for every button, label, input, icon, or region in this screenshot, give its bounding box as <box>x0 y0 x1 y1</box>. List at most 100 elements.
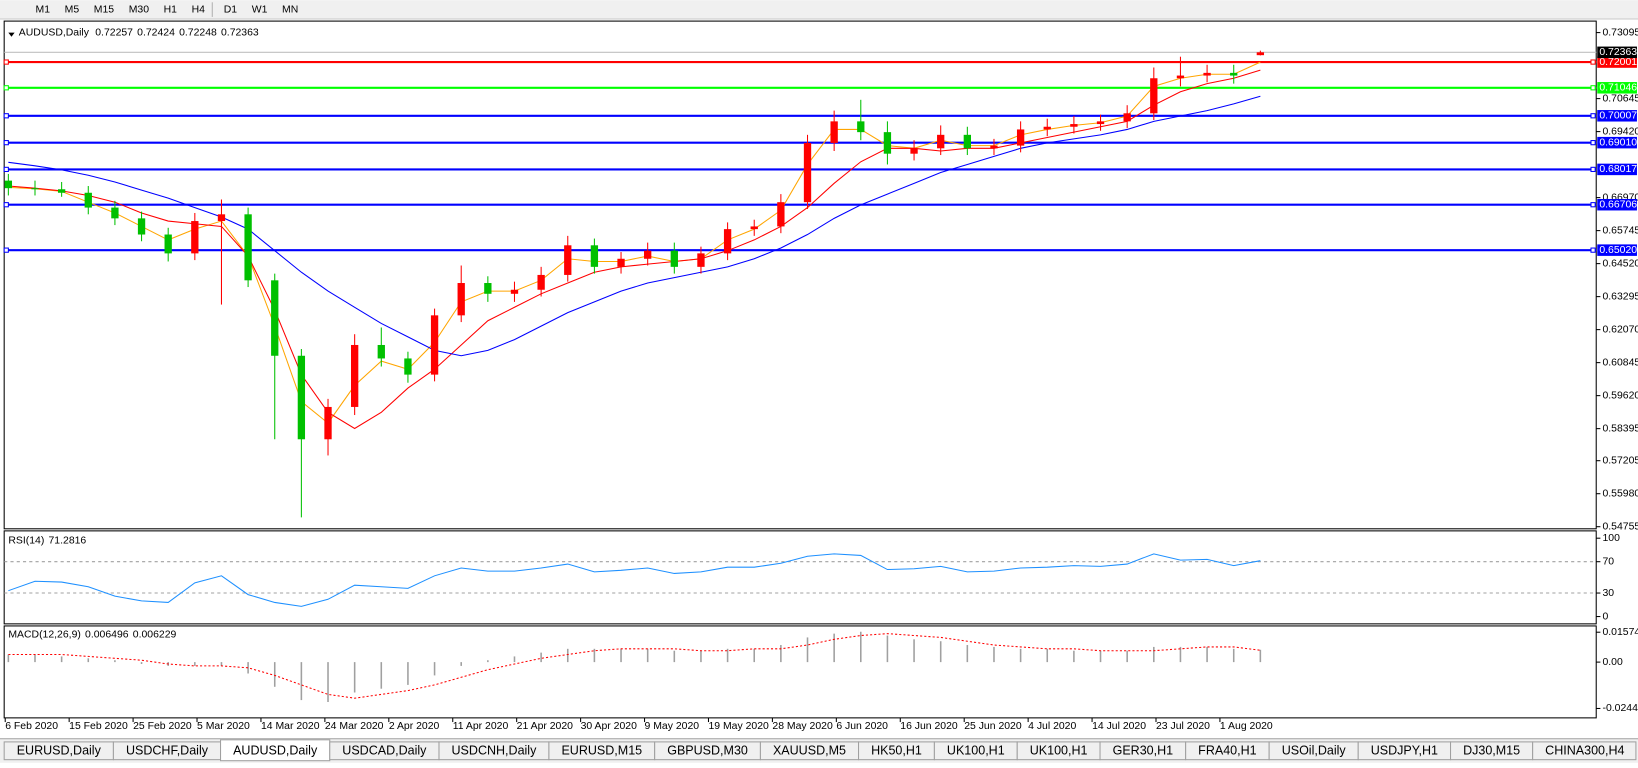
candle-body <box>217 214 226 222</box>
timeframe-button[interactable]: H1 <box>164 4 178 15</box>
tab-label[interactable]: DJ30,M15 <box>1463 744 1520 758</box>
y-tick-label: 0.69420 <box>1602 126 1638 137</box>
chart-tab[interactable]: EURUSD,M15 <box>548 741 656 761</box>
candle-body <box>1016 129 1025 146</box>
macd-tick-label: 0.00 <box>1602 657 1623 668</box>
candle-body <box>750 226 758 230</box>
level-label: 0.71046 <box>1599 83 1637 94</box>
timeframe-button[interactable]: H4 <box>192 4 206 15</box>
timeframe-button[interactable]: M30 <box>129 4 149 15</box>
candle-body <box>644 250 652 259</box>
x-tick-label: 14 Mar 2020 <box>261 721 320 732</box>
chart-tab[interactable]: CHINA300,H4 <box>1532 741 1637 761</box>
candle-body <box>990 145 998 149</box>
macd-main-value: 0.006496 <box>85 629 129 640</box>
x-tick-label: 24 Mar 2020 <box>325 721 384 732</box>
level-label-box <box>1597 163 1637 176</box>
tab-label[interactable]: USDCNH,Daily <box>452 744 538 758</box>
chart-tab[interactable]: USDCAD,Daily <box>329 741 440 761</box>
tab-label[interactable]: UK100,H1 <box>947 744 1005 758</box>
tab-label[interactable]: USDCHF,Daily <box>126 744 209 758</box>
chart-tab[interactable]: HK50,H1 <box>858 741 935 761</box>
y-tick-label: 0.70645 <box>1602 93 1638 104</box>
timeframe-button[interactable]: MN <box>282 4 298 15</box>
timeframe-button[interactable]: W1 <box>252 4 268 15</box>
level-label-box <box>1597 198 1637 211</box>
chart-tab[interactable]: GER30,H1 <box>1099 741 1187 761</box>
candle-body <box>4 180 13 189</box>
low-value: 0.72248 <box>179 27 217 38</box>
tab-label[interactable]: USDJPY,H1 <box>1371 744 1438 758</box>
level-handle <box>3 202 9 208</box>
x-tick-label: 25 Feb 2020 <box>133 721 192 732</box>
y-tick-label: 0.57205 <box>1602 455 1638 466</box>
tab-label[interactable]: UK100,H1 <box>1030 744 1088 758</box>
rsi-tick-label: 100 <box>1602 533 1620 544</box>
tab-label[interactable]: USDCAD,Daily <box>342 744 427 758</box>
close-value: 0.72363 <box>221 27 259 38</box>
candle-body <box>404 358 412 375</box>
macd-tick-label: 0.015741 <box>1602 627 1638 638</box>
candle-body <box>1230 72 1238 76</box>
moving-average <box>8 95 1261 357</box>
candle-body <box>164 234 172 254</box>
candle-body <box>1043 126 1051 130</box>
level-label-box <box>1597 56 1637 68</box>
level-label: 0.66706 <box>1599 199 1637 210</box>
chart-tab[interactable]: EURUSD,Daily <box>3 741 114 761</box>
timeframe-button[interactable]: M5 <box>65 4 80 15</box>
candle-body <box>1123 113 1131 122</box>
rsi-tick-label: 0 <box>1602 611 1608 622</box>
tab-label[interactable]: GER30,H1 <box>1113 744 1174 758</box>
y-tick-label: 0.55980 <box>1602 488 1638 499</box>
chart-tab[interactable]: GBPUSD,M30 <box>654 741 761 761</box>
y-tick-label: 0.54755 <box>1602 521 1638 532</box>
chart-tab[interactable]: USDCHF,Daily <box>112 741 222 761</box>
tab-label[interactable]: USOil,Daily <box>1282 744 1347 758</box>
chart-tab[interactable]: USDCNH,Daily <box>438 741 550 761</box>
tab-label[interactable]: AUDUSD,Daily <box>233 744 318 758</box>
main-panel <box>3 20 1597 530</box>
level-label-box <box>1597 82 1637 94</box>
tab-label[interactable]: EURUSD,M15 <box>561 744 642 758</box>
timeframe-button[interactable]: M1 <box>36 4 51 15</box>
tab-label[interactable]: FRA40,H1 <box>1198 744 1256 758</box>
level-label-box <box>1597 110 1637 122</box>
y-tick-label: 0.63295 <box>1602 291 1638 302</box>
y-tick-label: 0.58395 <box>1602 423 1638 434</box>
rsi-title: RSI(14) <box>8 535 44 546</box>
macd-title: MACD(12,26,9) <box>8 629 81 640</box>
tab-label[interactable]: GBPUSD,M30 <box>667 744 748 758</box>
chart-tab[interactable]: USOil,Daily <box>1268 741 1359 761</box>
x-tick-label: 19 May 2020 <box>708 721 769 732</box>
level-label-box <box>1597 136 1637 149</box>
chart-tab[interactable]: UK100,H1 <box>1016 741 1101 761</box>
x-tick-label: 5 Mar 2020 <box>197 721 250 732</box>
y-tick-label: 0.64520 <box>1602 258 1638 269</box>
y-tick-label: 0.62070 <box>1602 324 1638 335</box>
candle-body <box>564 245 572 275</box>
x-tick-label: 25 Jun 2020 <box>964 721 1022 732</box>
candle-body <box>137 218 146 235</box>
macd-signal <box>8 633 1261 699</box>
chart-tab[interactable]: FRA40,H1 <box>1185 741 1270 761</box>
chart-tab[interactable]: UK100,H1 <box>933 741 1018 761</box>
level-handle <box>1590 140 1596 146</box>
tab-label[interactable]: XAUUSD,M5 <box>773 744 846 758</box>
chart-tab[interactable]: DJ30,M15 <box>1450 741 1534 761</box>
chart-tab[interactable]: XAUUSD,M5 <box>759 741 860 761</box>
candle-body <box>1096 121 1105 125</box>
timeframe-button[interactable]: D1 <box>224 4 238 15</box>
moving-average <box>8 69 1261 430</box>
tab-label[interactable]: CHINA300,H4 <box>1545 744 1624 758</box>
level-handle <box>1590 202 1596 208</box>
candle-body <box>857 121 865 133</box>
tab-label[interactable]: HK50,H1 <box>871 744 922 758</box>
timeframe-button[interactable]: M15 <box>94 4 114 15</box>
tab-label[interactable]: EURUSD,Daily <box>17 744 102 758</box>
x-tick-label: 1 Aug 2020 <box>1220 721 1273 732</box>
chart-tab[interactable]: USDJPY,H1 <box>1357 741 1452 761</box>
y-tick-label: 0.66970 <box>1602 192 1638 203</box>
chart-tab[interactable]: AUDUSD,Daily <box>220 739 331 762</box>
toolbar <box>0 0 1638 20</box>
